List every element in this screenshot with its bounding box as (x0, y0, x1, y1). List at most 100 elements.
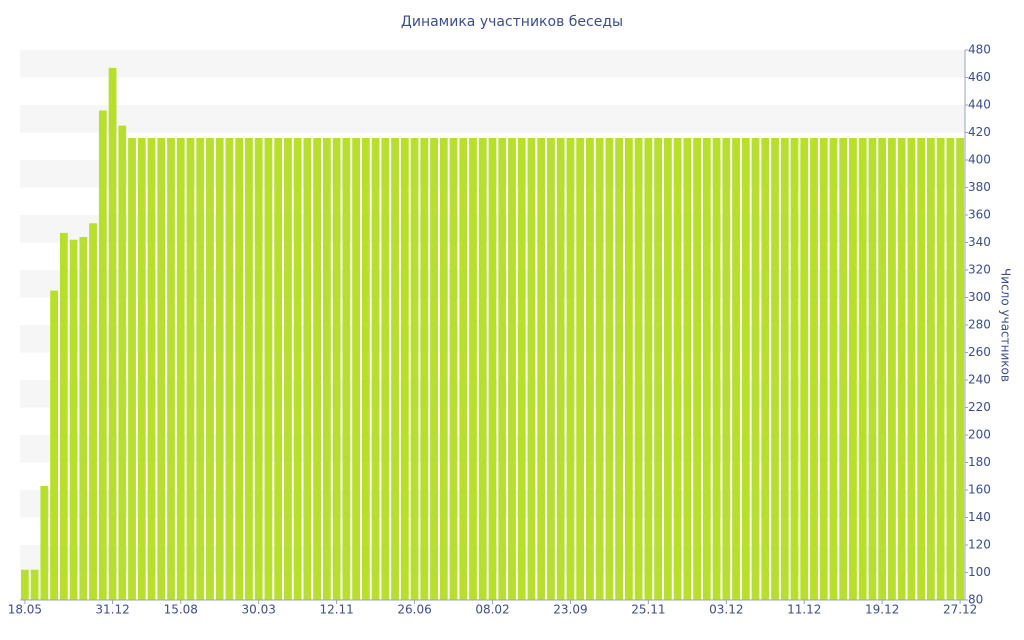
y-tick-label: 440 (968, 98, 991, 112)
bar (50, 290, 58, 600)
x-tick-label: 26.06 (397, 603, 431, 617)
bar (702, 138, 711, 600)
bar (245, 138, 253, 600)
y-tick-label: 400 (968, 153, 991, 167)
bar (576, 138, 585, 600)
x-tick-label: 30.03 (242, 603, 276, 617)
bar (624, 138, 633, 600)
bar (537, 138, 546, 600)
y-tick-label: 80 (968, 593, 983, 607)
y-tick-label: 280 (968, 318, 991, 332)
bar (547, 138, 555, 600)
bar (712, 138, 721, 600)
y-tick-label: 260 (968, 345, 991, 359)
bar (498, 138, 507, 600)
bar (897, 138, 906, 600)
bar (196, 138, 205, 600)
bar (907, 138, 916, 600)
bar (274, 138, 283, 600)
bar (849, 138, 857, 600)
y-tick-label: 240 (968, 373, 991, 387)
bar (946, 138, 955, 600)
bar (517, 138, 526, 600)
bar (488, 138, 497, 600)
bar (225, 138, 234, 600)
bar (118, 125, 127, 600)
bar (868, 138, 877, 600)
bar (20, 569, 29, 600)
bar (371, 138, 380, 600)
bar (391, 138, 399, 600)
bar (586, 138, 594, 600)
x-tick-label: 11.12 (787, 603, 821, 617)
chart-title: Динамика участников беседы (401, 14, 623, 30)
bar (829, 138, 838, 600)
x-tick-label: 31.12 (95, 603, 129, 617)
y-tick-label: 300 (968, 290, 991, 304)
y-tick-label: 460 (968, 70, 991, 84)
bar (878, 138, 887, 600)
bar (147, 138, 156, 600)
grid-band (20, 105, 965, 133)
bar (683, 138, 692, 600)
bar (566, 138, 575, 600)
bar (858, 138, 867, 600)
bar (527, 138, 536, 600)
bar (654, 138, 663, 600)
bar (98, 110, 107, 600)
bar (556, 138, 565, 600)
y-tick-label: 420 (968, 125, 991, 139)
bar (839, 138, 848, 600)
x-tick-label: 18.05 (8, 603, 42, 617)
bar (771, 138, 779, 600)
bar (332, 138, 341, 600)
y-tick-label: 220 (968, 400, 991, 414)
bar (595, 138, 604, 600)
bar (79, 237, 88, 600)
bar (927, 138, 935, 600)
y-tick-label: 140 (968, 510, 991, 524)
bar (400, 138, 409, 600)
bar (732, 138, 740, 600)
bar (810, 138, 818, 600)
bar (206, 138, 214, 600)
y-tick-label: 120 (968, 538, 991, 552)
grid-band (20, 50, 965, 78)
bar (615, 138, 624, 600)
bar (352, 138, 361, 600)
y-tick-label: 340 (968, 235, 991, 249)
bar (605, 138, 614, 600)
bar (459, 138, 468, 600)
bar (254, 138, 263, 600)
y-tick-label: 360 (968, 208, 991, 222)
bar (469, 138, 477, 600)
bar (410, 138, 419, 600)
bar (800, 138, 809, 600)
bar (430, 138, 438, 600)
bar (128, 138, 136, 600)
x-tick-label: 25.11 (631, 603, 665, 617)
bar (322, 138, 331, 600)
x-tick-label: 19.12 (865, 603, 899, 617)
bar (790, 138, 799, 600)
y-tick-label: 160 (968, 483, 991, 497)
bar (176, 138, 185, 600)
bar (478, 138, 487, 600)
bar (40, 485, 49, 600)
bar (917, 138, 926, 600)
bar (59, 232, 68, 600)
y-tick-label: 180 (968, 455, 991, 469)
bar (508, 138, 516, 600)
x-tick-label: 23.09 (553, 603, 587, 617)
bar (644, 138, 653, 600)
bar (313, 138, 322, 600)
bar (439, 138, 448, 600)
bar (420, 138, 429, 600)
bar (741, 138, 750, 600)
bar (69, 239, 78, 600)
bar (361, 138, 370, 600)
y-tick-label: 100 (968, 565, 991, 579)
bar (381, 138, 390, 600)
bar (956, 138, 965, 600)
